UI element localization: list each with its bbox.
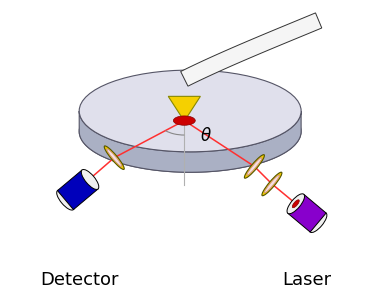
Polygon shape — [79, 111, 301, 172]
Text: Laser: Laser — [282, 271, 332, 289]
Ellipse shape — [265, 175, 279, 193]
Ellipse shape — [104, 146, 124, 169]
Ellipse shape — [287, 194, 305, 214]
Ellipse shape — [57, 190, 74, 210]
Text: Detector: Detector — [40, 271, 118, 289]
Ellipse shape — [79, 70, 301, 152]
Ellipse shape — [81, 169, 99, 190]
Ellipse shape — [292, 200, 299, 208]
Text: θ: θ — [200, 127, 211, 145]
Ellipse shape — [244, 155, 265, 178]
Ellipse shape — [79, 91, 301, 172]
Ellipse shape — [173, 116, 195, 125]
Polygon shape — [181, 13, 322, 86]
Polygon shape — [288, 194, 326, 232]
Ellipse shape — [247, 158, 262, 175]
Ellipse shape — [262, 172, 282, 196]
Ellipse shape — [107, 149, 122, 166]
Polygon shape — [168, 96, 200, 121]
Ellipse shape — [309, 213, 327, 232]
Polygon shape — [58, 170, 98, 210]
